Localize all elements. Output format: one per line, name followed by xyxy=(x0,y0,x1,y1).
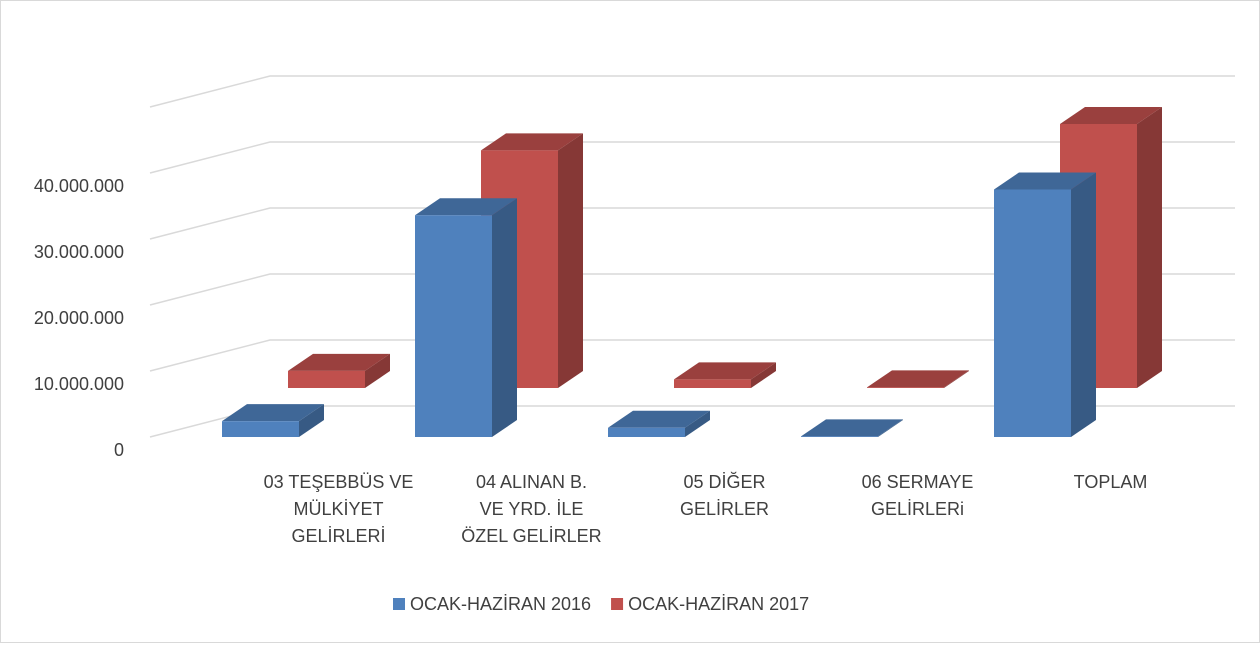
bar-top xyxy=(994,172,1096,190)
bar-front xyxy=(608,427,685,437)
bar-top xyxy=(674,362,776,380)
y-tick-label: 10.000.000 xyxy=(34,374,124,394)
bar xyxy=(222,404,324,437)
bar xyxy=(801,419,903,437)
x-tick-label-line: 05 DİĞER xyxy=(683,471,765,492)
x-tick-label-line: TOPLAM xyxy=(1074,472,1148,492)
bar-top xyxy=(801,419,903,437)
bar-side xyxy=(558,133,583,388)
x-tick-label: TOPLAM xyxy=(1074,472,1148,492)
bar-front xyxy=(415,215,492,437)
grid-line xyxy=(149,273,1235,306)
grid-line xyxy=(149,339,1235,372)
bar-top xyxy=(481,133,583,151)
y-tick-label: 0 xyxy=(114,440,124,460)
x-tick-label-line: VE YRD. İLE xyxy=(480,499,584,519)
bar-front xyxy=(801,436,878,437)
bar-front xyxy=(994,189,1071,437)
x-tick-label-line: GELİRLERİ xyxy=(291,526,385,546)
x-tick-label-line: MÜLKİYET xyxy=(293,499,383,519)
legend-label: OCAK-HAZİRAN 2017 xyxy=(628,594,809,614)
bar-top xyxy=(415,198,517,216)
bar-top xyxy=(222,404,324,422)
x-tick-label-line: ÖZEL GELİRLER xyxy=(461,526,601,546)
bar-side xyxy=(299,404,324,437)
bar-side xyxy=(944,370,969,388)
x-tick-label-line: GELİRLERi xyxy=(871,499,964,519)
bar-top xyxy=(608,410,710,428)
grid-line xyxy=(149,141,1235,174)
grid-line xyxy=(149,207,1235,240)
x-tick-label-line: GELİRLER xyxy=(680,499,769,519)
x-tick-label-line: 04 ALINAN B. xyxy=(476,472,587,492)
bar-side xyxy=(878,419,903,437)
bar-front xyxy=(674,379,751,388)
bar xyxy=(867,370,969,388)
grid-line xyxy=(149,75,1235,108)
y-tick-label: 30.000.000 xyxy=(34,242,124,262)
bar-front xyxy=(288,370,365,388)
bar xyxy=(288,353,390,388)
x-tick-label: 03 TEŞEBBÜS VE MÜLKİYET GELİRLERİ xyxy=(264,472,414,546)
x-tick-label: 05 DİĞER GELİRLER xyxy=(680,471,769,519)
legend-swatch xyxy=(393,598,405,610)
x-tick-label: 06 SERMAYE GELİRLERi xyxy=(862,472,974,519)
bar-side xyxy=(1137,107,1162,388)
x-tick-label-line: 06 SERMAYE xyxy=(862,472,974,492)
y-tick-label: 20.000.000 xyxy=(34,308,124,328)
bar xyxy=(608,410,710,437)
y-tick-label: 40.000.000 xyxy=(34,176,124,196)
bar xyxy=(415,198,517,437)
x-tick-label-line: 03 TEŞEBBÜS VE xyxy=(264,472,414,492)
bar xyxy=(674,362,776,388)
bar-top xyxy=(288,353,390,371)
bar-side xyxy=(365,353,390,388)
bar-side xyxy=(1071,172,1096,437)
bar-side xyxy=(492,198,517,437)
x-tick-label: 04 ALINAN B. VE YRD. İLE ÖZEL GELİRLER xyxy=(461,472,601,546)
bar-front xyxy=(867,387,944,388)
bar-front xyxy=(222,421,299,437)
bar-top xyxy=(867,370,969,388)
bar-side xyxy=(751,362,776,388)
bar-side xyxy=(685,410,710,437)
legend-label: OCAK-HAZİRAN 2016 xyxy=(410,594,591,614)
bar xyxy=(994,172,1096,437)
bar-top xyxy=(1060,107,1162,124)
legend-swatch xyxy=(611,598,624,610)
